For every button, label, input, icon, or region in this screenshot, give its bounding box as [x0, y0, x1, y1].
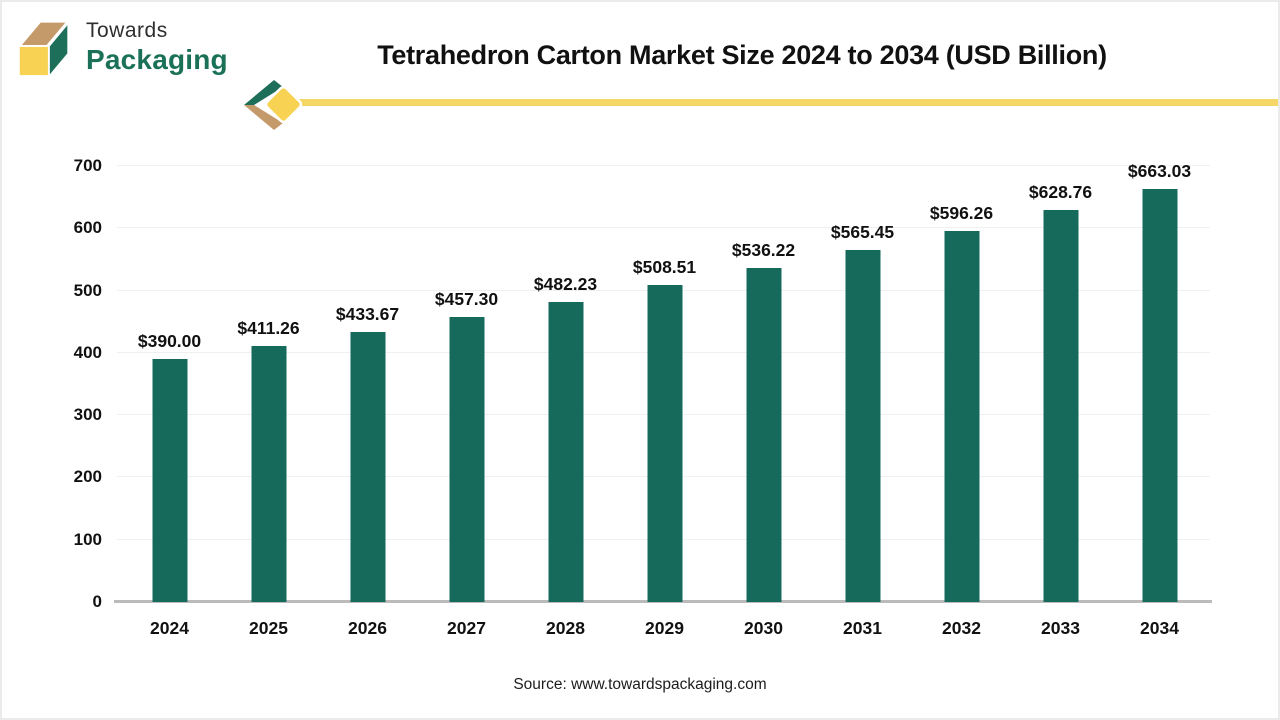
y-axis-tick-label: 400: [73, 342, 102, 362]
y-axis-tick-label: 0: [92, 592, 102, 611]
bar-column: $411.26: [219, 166, 318, 602]
bar: [647, 285, 682, 602]
bar: [845, 249, 880, 602]
bar-value-label: $663.03: [1127, 161, 1192, 182]
accent-line: [298, 99, 1278, 106]
gridline: [117, 165, 1210, 166]
bar-value-label: $457.30: [434, 289, 499, 310]
y-axis-tick-label: 200: [73, 467, 102, 487]
bar: [944, 230, 979, 602]
x-axis-tick-label: 2027: [447, 618, 486, 638]
x-axis-tick-label: 2025: [249, 618, 288, 638]
bar: [449, 317, 484, 602]
bar: [1043, 210, 1078, 602]
accent-diamond-icon: [244, 80, 303, 130]
y-axis-tick-label: 300: [73, 405, 102, 425]
y-axis-tick-label: 600: [73, 218, 102, 238]
x-axis-tick-label: 2030: [744, 618, 783, 638]
bar-column: $390.00: [120, 166, 219, 602]
bar-column: $663.03: [1110, 161, 1209, 602]
bar-column: $508.51: [615, 166, 714, 602]
x-axis-tick-label: 2029: [645, 618, 684, 638]
bar-column: $565.45: [813, 166, 912, 602]
y-axis-tick-label: 500: [73, 280, 102, 300]
logo-cube-icon: [17, 19, 70, 78]
bar-value-label: $390.00: [137, 331, 202, 352]
x-axis-tick-label: 2024: [150, 618, 189, 638]
y-axis-tick-label: 700: [73, 156, 102, 175]
y-axis-tick-label: 100: [73, 529, 102, 549]
bar: [548, 301, 583, 602]
bar-column: $457.30: [417, 166, 516, 602]
bar: [746, 268, 781, 602]
bar-value-label: $482.23: [533, 273, 598, 294]
x-axis-tick-label: 2032: [942, 618, 981, 638]
bar-value-label: $411.26: [237, 317, 300, 338]
bar-value-label: $433.67: [335, 303, 400, 324]
bar-value-label: $565.45: [830, 221, 895, 242]
x-axis-tick-label: 2031: [843, 618, 882, 638]
bar: [251, 345, 286, 602]
bar: [1142, 189, 1177, 602]
bar-column: $596.26: [912, 166, 1011, 602]
bar-value-label: $536.22: [731, 240, 796, 261]
x-axis-tick-label: 2033: [1041, 618, 1080, 638]
x-axis-tick-label: 2034: [1140, 618, 1179, 638]
x-axis-tick-label: 2026: [348, 618, 387, 638]
x-axis-tick-label: 2028: [546, 618, 585, 638]
bar-column: $482.23: [516, 166, 615, 602]
bar-value-label: $628.76: [1028, 182, 1093, 203]
bar: [350, 331, 385, 602]
bar-column: $628.76: [1011, 166, 1110, 602]
source-text: Source: www.towardspackaging.com: [513, 676, 767, 693]
chart-title: Tetrahedron Carton Market Size 2024 to 2…: [377, 40, 1107, 70]
bar-column: $433.67: [318, 166, 417, 602]
y-axis-labels: 0 100 200 300 400 500 600 700: [2, 156, 102, 611]
x-axis-labels: 2024 2025 2026 2027 2028 2029 2030 2031 2032 2033…: [120, 618, 1209, 639]
bar-column: $536.22: [714, 166, 813, 602]
logo-text-packaging: Packaging: [86, 44, 228, 75]
bar-value-label: $508.51: [632, 257, 697, 278]
logo: Towards Packaging: [16, 12, 228, 78]
logo-text: Towards Packaging: [86, 12, 228, 74]
bars: $390.00 $411.26 $433.67 $457.30 $482.23 $508.…: [120, 161, 1209, 602]
bar: [152, 359, 187, 602]
logo-text-towards: Towards: [86, 19, 168, 42]
bar-value-label: $596.26: [929, 202, 994, 223]
gridline: [117, 227, 1210, 229]
